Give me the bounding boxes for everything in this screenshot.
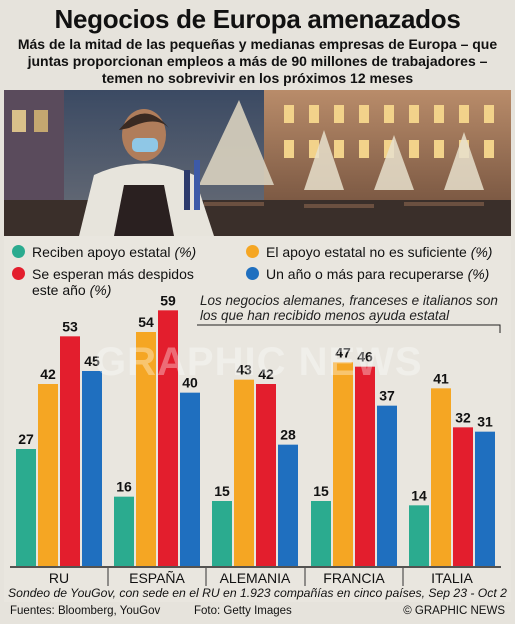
data-label: 27 — [18, 431, 34, 447]
copyright: © GRAPHIC NEWS — [403, 605, 505, 617]
legend-item-support-insufficient: El apoyo estatal no es suficiente (%) — [246, 244, 492, 260]
data-label: 45 — [84, 353, 100, 369]
data-label: 46 — [357, 349, 373, 365]
data-label: 14 — [411, 487, 427, 503]
bar — [212, 501, 232, 566]
sources: Fuentes: Bloomberg, YouGov — [10, 605, 161, 617]
bar — [158, 310, 178, 566]
legend-label: Se esperan más despidos este año — [32, 266, 194, 298]
category-label: ALEMANIA — [220, 570, 291, 586]
bar — [60, 336, 80, 566]
data-label: 42 — [40, 366, 56, 382]
category-label: FRANCIA — [323, 570, 385, 586]
bar — [38, 384, 58, 566]
data-label: 53 — [62, 318, 78, 334]
legend-swatch — [12, 267, 25, 280]
page-subtitle: Más de la mitad de las pequeñas y median… — [17, 36, 498, 86]
data-label: 42 — [258, 366, 274, 382]
data-label: 28 — [280, 427, 296, 443]
bar — [355, 366, 375, 566]
legend-swatch — [12, 245, 25, 258]
bar — [377, 405, 397, 566]
footer: Fuentes: Bloomberg, YouGov Foto: Getty I… — [4, 603, 511, 621]
bar — [234, 379, 254, 566]
bar — [82, 371, 102, 566]
bar — [311, 501, 331, 566]
bar — [333, 362, 353, 566]
bar — [180, 392, 200, 566]
data-label: 47 — [335, 344, 351, 360]
chart-annotation: Los negocios alemanes, franceses e itali… — [200, 293, 498, 323]
data-label: 15 — [313, 483, 329, 499]
legend-label: Un año o más para recuperarse — [266, 266, 464, 282]
legend-item-state-support: Reciben apoyo estatal (%) — [12, 244, 196, 260]
bar — [256, 384, 276, 566]
category-label: ESPAÑA — [129, 570, 185, 586]
legend-unit: (%) — [89, 282, 112, 298]
header-photo — [4, 90, 511, 236]
bar — [136, 332, 156, 566]
survey-note: Sondeo de YouGov, con sede en el RU en 1… — [8, 586, 507, 600]
category-label: ITALIA — [431, 570, 473, 586]
legend-label: Reciben apoyo estatal — [32, 244, 171, 260]
data-label: 40 — [182, 375, 198, 391]
legend-swatch — [246, 267, 259, 280]
page-title: Negocios de Europa amenazados — [54, 4, 461, 34]
bar — [278, 444, 298, 566]
legend-unit: (%) — [470, 244, 493, 260]
data-label: 32 — [455, 409, 471, 425]
data-label: 41 — [433, 370, 449, 386]
legend-swatch — [246, 245, 259, 258]
bar — [475, 431, 495, 566]
bar — [114, 496, 134, 566]
legend-unit: (%) — [467, 266, 490, 282]
bar — [453, 427, 473, 566]
bar — [431, 388, 451, 566]
data-label: 37 — [379, 388, 395, 404]
photo-illustration — [4, 90, 511, 236]
annotation-bracket — [197, 324, 501, 333]
bar — [16, 449, 36, 566]
data-label: 43 — [236, 362, 252, 378]
legend-unit: (%) — [174, 244, 197, 260]
data-label: 15 — [214, 483, 230, 499]
data-label: 31 — [477, 414, 493, 430]
legend-label: El apoyo estatal no es suficiente — [266, 244, 467, 260]
legend-item-layoffs: Se esperan más despidos este año (%) — [12, 266, 222, 298]
data-label: 54 — [138, 314, 154, 330]
photo-credit: Foto: Getty Images — [194, 605, 292, 617]
legend-item-recovery: Un año o más para recuperarse (%) — [246, 266, 489, 282]
data-label: 16 — [116, 479, 132, 495]
bar — [409, 505, 429, 566]
category-label: RU — [49, 570, 69, 586]
data-label: 59 — [160, 292, 176, 308]
